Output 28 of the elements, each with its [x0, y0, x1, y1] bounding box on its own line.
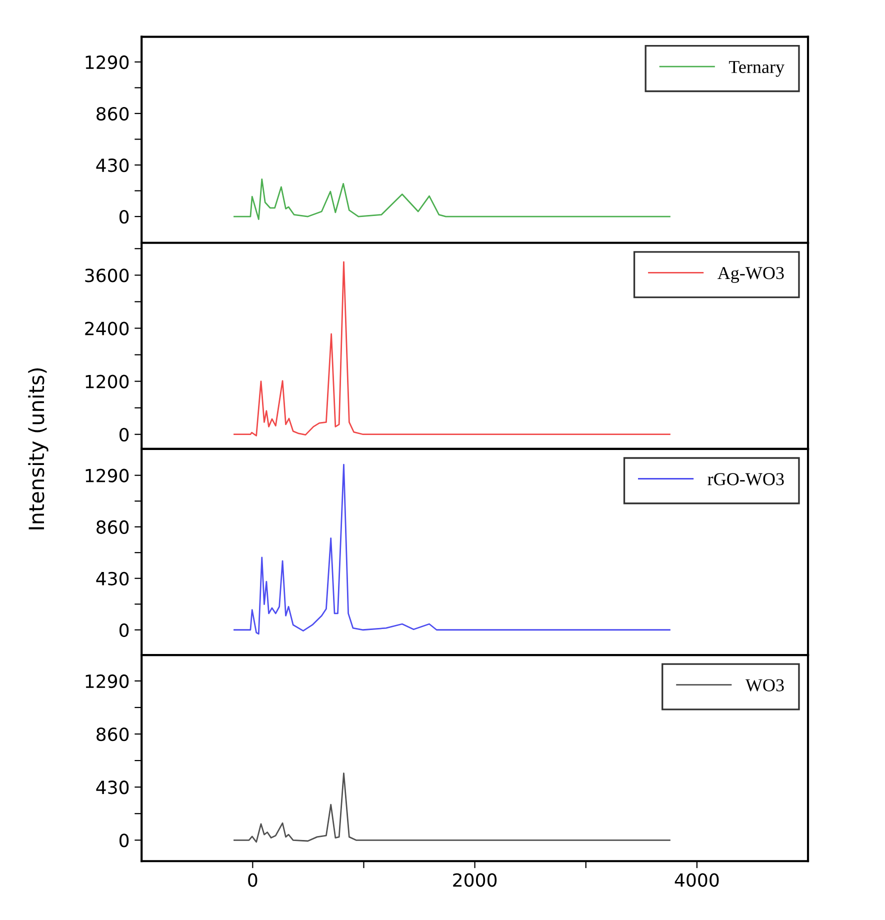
y-axis-title: Intensity (units): [28, 368, 48, 530]
y-tick-label: 0: [119, 834, 129, 848]
y-tick-label: 430: [96, 158, 129, 172]
line-series: [234, 178, 670, 220]
legend-label: Ag-WO3: [718, 267, 784, 283]
y-tick-label: 3600: [85, 268, 129, 282]
y-tick-label: 0: [119, 428, 129, 442]
y-tick-label: 430: [96, 572, 129, 586]
line-series: [234, 772, 670, 843]
y-tick-label: 0: [119, 623, 129, 637]
x-tick-label: 0: [248, 873, 258, 887]
y-tick-label: 1290: [86, 674, 129, 688]
y-tick-label: 1290: [86, 55, 129, 70]
y-tick-label: 860: [96, 727, 129, 742]
legend-label: rGO-WO3: [708, 473, 784, 486]
line-series: [234, 261, 670, 436]
x-tick-label: 4000: [674, 873, 719, 887]
y-tick-label: 860: [96, 106, 129, 121]
y-tick-label: 860: [96, 520, 129, 534]
y-tick-label: 0: [119, 210, 129, 224]
y-tick-label: 430: [96, 780, 129, 794]
line-series: [234, 464, 670, 635]
legend-label: WO3: [745, 679, 784, 692]
y-tick-label: 1200: [86, 374, 129, 388]
y-tick-label: 1290: [86, 468, 129, 482]
y-tick-label: 2400: [85, 322, 129, 336]
x-tick-label: 2000: [453, 873, 497, 887]
legend-label: Ternary: [728, 61, 784, 77]
